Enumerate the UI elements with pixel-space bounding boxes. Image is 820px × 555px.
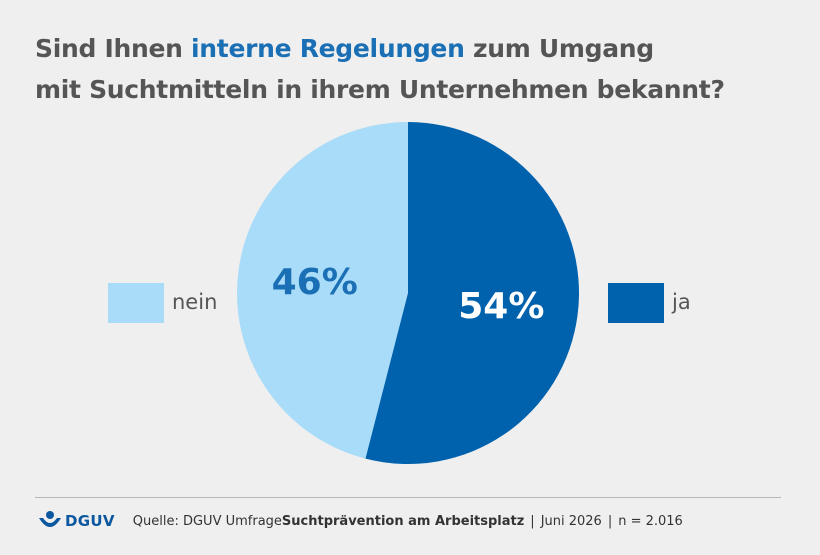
separator-1: | xyxy=(530,513,535,529)
data-label-ja: 54% xyxy=(458,286,544,327)
source-date: Juni 2026 xyxy=(540,513,602,529)
sample-size: n = 2.016 xyxy=(618,513,683,529)
separator-2: | xyxy=(607,513,613,529)
title-line2: mit Suchtmitteln in ihrem Unternehmen be… xyxy=(35,75,725,104)
legend-label-ja: ja xyxy=(672,290,691,314)
pie-slice-ja xyxy=(365,122,579,464)
title-highlight: interne Regelungen xyxy=(191,34,465,63)
chart-title: Sind Ihnen interne Regelungen zum Umgang… xyxy=(35,28,795,110)
dguv-logo: DGUV xyxy=(38,510,115,532)
source-title: Suchtprävention am Arbeitsplatz xyxy=(281,513,525,529)
legend-label-nein: nein xyxy=(172,290,218,314)
legend-swatch-nein xyxy=(108,283,164,323)
logo-text: DGUV xyxy=(65,512,115,530)
pie-slice-nein xyxy=(236,122,408,459)
data-label-nein: 46% xyxy=(272,262,358,303)
title-line1-suffix: zum Umgang xyxy=(464,34,654,63)
pie-chart: 46% 54% xyxy=(236,122,579,464)
title-line1-prefix: Sind Ihnen xyxy=(35,34,192,63)
dguv-logo-icon xyxy=(39,511,61,527)
legend-swatch-ja xyxy=(608,283,664,323)
footer: DGUV Quelle: DGUV Umfrage Suchtpräventio… xyxy=(38,508,683,534)
footer-divider xyxy=(35,497,781,498)
source-prefix: Quelle: DGUV Umfrage xyxy=(132,513,282,529)
